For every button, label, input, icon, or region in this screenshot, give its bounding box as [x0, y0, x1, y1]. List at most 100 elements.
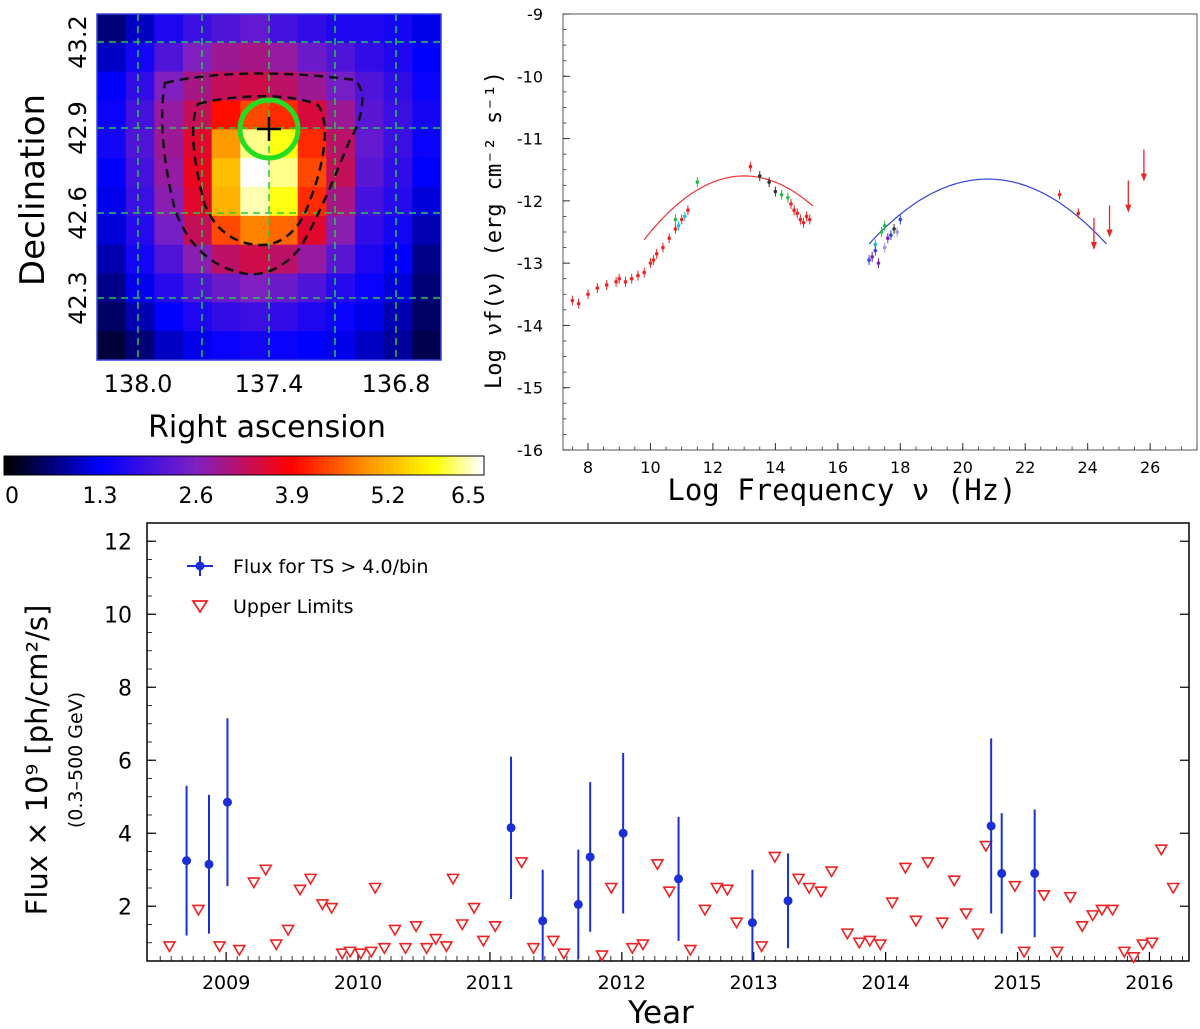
- upper-limit-marker: [709, 882, 724, 895]
- heatmap-cell: [125, 187, 155, 217]
- colorbar-swatch: [369, 456, 375, 475]
- upper-limit-marker: [729, 917, 744, 930]
- sed-y-tick-label: -9: [527, 5, 543, 24]
- upper-limit-marker: [419, 942, 434, 955]
- heatmap-cell: [326, 244, 356, 274]
- upper-limit-marker: [1063, 891, 1078, 904]
- sed-points: [570, 161, 1081, 309]
- legend: Flux for TS > 4.0/bin Upper Limits: [187, 556, 428, 618]
- heatmap-cell: [154, 14, 184, 44]
- heatmap-cell: [154, 331, 184, 361]
- sed-data-point: [807, 217, 812, 222]
- sed-y-tick-label: -14: [517, 316, 543, 335]
- colorbar-swatch: [284, 456, 290, 475]
- colorbar: [3, 455, 485, 476]
- sed-data-point: [629, 276, 634, 281]
- heatmap-cell: [383, 14, 413, 44]
- heatmap-x-tick: 138.0: [104, 370, 173, 398]
- legend-marker-flux: [187, 556, 213, 576]
- upper-limit-marker: [1037, 890, 1051, 902]
- heatmap-cell: [269, 158, 299, 188]
- heatmap-cell: [211, 14, 241, 44]
- heatmap-cell: [125, 42, 155, 73]
- sed-data-point: [870, 255, 874, 259]
- sed-upper-limits: [1090, 149, 1147, 250]
- heatmap-cell: [97, 244, 127, 274]
- colorbar-swatch: [99, 456, 105, 475]
- colorbar-swatch: [254, 456, 260, 475]
- heatmap-y-tick: 43.2: [64, 15, 92, 68]
- heatmap-cell: [125, 158, 155, 188]
- heatmap-cell: [97, 14, 127, 44]
- sed-data-point: [879, 230, 884, 234]
- heatmap-cell: [240, 331, 270, 361]
- detection-point: [222, 797, 232, 807]
- heatmap-cell: [183, 14, 213, 44]
- sed-data-point: [604, 283, 609, 287]
- upper-limit-marker: [269, 939, 284, 952]
- heatmap-cell: [211, 244, 241, 274]
- sed-data-point: [1057, 192, 1062, 197]
- sed-upper-limit-arrowhead: [1125, 204, 1132, 213]
- heatmap-cells: [97, 14, 442, 361]
- heatmap-cell: [355, 215, 385, 246]
- sed-x-tick-label: 22: [1015, 458, 1035, 477]
- sed-data-point: [683, 214, 687, 219]
- colorbar-swatch: [84, 456, 90, 475]
- upper-limit-marker: [364, 946, 379, 959]
- heatmap-cell: [125, 331, 155, 361]
- lightcurve-y-sublabel: (0.3–500 GeV): [65, 692, 87, 828]
- colorbar-swatch: [374, 456, 380, 475]
- sed-data-point: [673, 217, 678, 222]
- upper-limit-marker: [455, 919, 470, 932]
- colorbar-swatch: [244, 456, 250, 475]
- heatmap-cell: [211, 71, 241, 101]
- colorbar-swatch: [234, 456, 240, 475]
- colorbar-swatch: [59, 456, 65, 475]
- sed-data-point: [767, 180, 771, 184]
- upper-limit-marker: [1166, 882, 1181, 895]
- heatmap-cell: [412, 187, 442, 217]
- upper-limit-marker: [650, 858, 665, 871]
- colorbar-swatch: [74, 456, 80, 475]
- heatmap-cell: [297, 42, 327, 73]
- colorbar-swatch: [289, 456, 295, 475]
- heatmap-cell: [412, 100, 442, 130]
- colorbar-swatch: [339, 456, 345, 475]
- colorbar-swatch: [89, 456, 95, 475]
- colorbar-swatch: [419, 456, 425, 475]
- colorbar-swatch: [19, 456, 25, 475]
- heatmap-cell: [154, 42, 184, 73]
- lightcurve-x-tick-label: 2010: [334, 972, 382, 994]
- colorbar-swatch: [354, 456, 360, 475]
- sed-data-point: [673, 227, 678, 231]
- colorbar-swatch: [24, 456, 30, 475]
- sed-fit-curve: [868, 178, 1107, 245]
- colorbar-swatch: [259, 456, 265, 475]
- heatmap-cell: [297, 215, 327, 246]
- heatmap-cell: [154, 158, 184, 188]
- lightcurve-x-tick-label: 2014: [861, 972, 909, 994]
- sed-panel: 8 10 12 14 16 18 20 22 24 26 -16 -15 -14 -13 -12 -11 -10…: [482, 5, 1198, 507]
- heatmap-cell: [383, 215, 413, 246]
- heatmap-cell: [97, 158, 127, 188]
- lightcurve-panel: 2009 2010 2011 2012 2013 2014 2015 2016 2 4 6 8 10 12…: [20, 522, 1190, 1029]
- sed-x-tick-label: 18: [890, 458, 910, 477]
- upper-limit-marker: [885, 897, 900, 910]
- colorbar-swatch: [14, 456, 20, 475]
- detection-point: [986, 821, 996, 831]
- sed-data-point: [876, 261, 881, 265]
- heatmap-cell: [240, 42, 270, 73]
- colorbar-swatch: [9, 456, 15, 475]
- upper-limit-marker: [303, 873, 318, 886]
- heatmap-cell: [183, 187, 213, 217]
- heatmap-cell: [240, 158, 270, 188]
- colorbar-swatch: [264, 456, 270, 475]
- colorbar-swatch: [344, 456, 350, 475]
- lightcurve-y-tick-label: 2: [118, 895, 132, 920]
- colorbar-swatch: [194, 456, 200, 475]
- sed-y-label: Log νf(ν) (erg cm⁻² s⁻¹): [482, 71, 507, 389]
- ts-map-panel: 138.0 137.4 136.8 42.3 42.6 42.9 43.2 Right a…: [3, 13, 486, 509]
- detection-point: [538, 916, 548, 926]
- heatmap-cell: [125, 302, 155, 332]
